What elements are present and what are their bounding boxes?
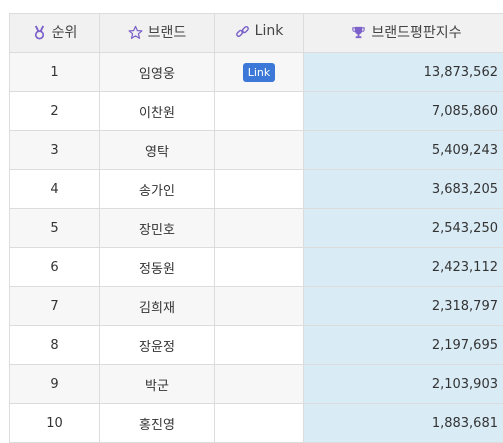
reputation-index-cell: 2,318,797 xyxy=(303,286,503,326)
table-row: 1 임영웅 Link 13,873,562 xyxy=(9,52,503,92)
reputation-index-cell: 1,883,681 xyxy=(303,403,503,443)
rank-header-label: 순위 xyxy=(51,25,78,42)
brand-name-cell: 송가인 xyxy=(99,169,215,209)
reputation-index-cell: 3,683,205 xyxy=(303,169,503,209)
trophy-icon xyxy=(351,25,366,40)
brand-name-cell: 이찬원 xyxy=(99,91,215,131)
reputation-index-cell: 2,103,903 xyxy=(303,364,503,404)
table-row: 5 장민호 2,543,250 xyxy=(9,208,503,248)
reputation-index-cell: 5,409,243 xyxy=(303,130,503,170)
table-row: 4 송가인 3,683,205 xyxy=(9,169,503,209)
index-header-label: 브랜드평판지수 xyxy=(371,25,462,42)
table-row: 9 박군 2,103,903 xyxy=(9,364,503,404)
reputation-index-cell: 2,423,112 xyxy=(303,247,503,287)
medal-icon xyxy=(32,25,47,40)
brand-name-cell: 영탁 xyxy=(99,130,215,170)
reputation-index-cell: 7,085,860 xyxy=(303,91,503,131)
link-cell xyxy=(214,130,304,170)
link-cell xyxy=(214,247,304,287)
brand-header-label: 브랜드 xyxy=(147,25,187,42)
link-cell xyxy=(214,325,304,365)
rank-cell: 10 xyxy=(9,403,100,443)
table-row: 2 이찬원 7,085,860 xyxy=(9,91,503,131)
brand-column-header[interactable]: 브랜드 xyxy=(99,13,215,53)
brand-name-cell: 장민호 xyxy=(99,208,215,248)
rank-cell: 5 xyxy=(9,208,100,248)
table-header-row: 순위 브랜드 Link xyxy=(9,13,503,53)
reputation-index-cell: 2,543,250 xyxy=(303,208,503,248)
link-header-label: Link xyxy=(254,23,284,40)
link-cell: Link xyxy=(214,52,304,92)
brand-name-cell: 장윤정 xyxy=(99,325,215,365)
rank-cell: 2 xyxy=(9,91,100,131)
brand-name-cell: 임영웅 xyxy=(99,52,215,92)
table-row: 7 김희재 2,318,797 xyxy=(9,286,503,326)
link-cell xyxy=(214,169,304,209)
brand-name-cell: 정동원 xyxy=(99,247,215,287)
brand-name-cell: 김희재 xyxy=(99,286,215,326)
link-button[interactable]: Link xyxy=(242,62,276,82)
brand-ranking-table: 순위 브랜드 Link xyxy=(9,13,503,443)
star-icon xyxy=(128,25,143,40)
link-cell xyxy=(214,208,304,248)
reputation-index-column-header[interactable]: 브랜드평판지수 xyxy=(303,13,503,53)
reputation-index-cell: 2,197,695 xyxy=(303,325,503,365)
table-row: 8 장윤정 2,197,695 xyxy=(9,325,503,365)
link-cell xyxy=(214,403,304,443)
link-cell xyxy=(214,364,304,404)
rank-cell: 8 xyxy=(9,325,100,365)
rank-cell: 6 xyxy=(9,247,100,287)
table-row: 6 정동원 2,423,112 xyxy=(9,247,503,287)
table-row: 3 영탁 5,409,243 xyxy=(9,130,503,170)
brand-name-cell: 박군 xyxy=(99,364,215,404)
rank-cell: 3 xyxy=(9,130,100,170)
chain-link-icon xyxy=(235,24,250,39)
table-row: 10 홍진영 1,883,681 xyxy=(9,403,503,443)
rank-cell: 1 xyxy=(9,52,100,92)
brand-name-cell: 홍진영 xyxy=(99,403,215,443)
link-cell xyxy=(214,91,304,131)
rank-cell: 7 xyxy=(9,286,100,326)
reputation-index-cell: 13,873,562 xyxy=(303,52,503,92)
link-column-header[interactable]: Link xyxy=(214,13,304,53)
rank-cell: 9 xyxy=(9,364,100,404)
rank-cell: 4 xyxy=(9,169,100,209)
rank-column-header[interactable]: 순위 xyxy=(9,13,100,53)
link-cell xyxy=(214,286,304,326)
